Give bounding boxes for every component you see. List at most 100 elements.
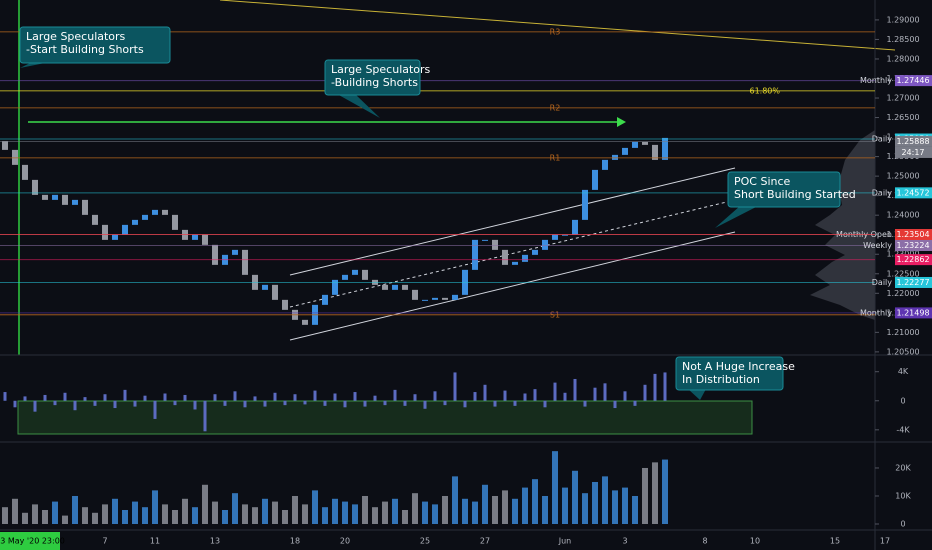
volume-bar — [132, 501, 138, 524]
y-tick-label: 1.21000 — [886, 328, 919, 337]
volume-bar — [552, 451, 558, 524]
candle-body — [302, 319, 308, 325]
candle-body — [392, 284, 398, 290]
volume-bar — [22, 512, 28, 524]
callout-pointer — [715, 206, 758, 228]
y-tick-label: 1.25000 — [886, 172, 919, 181]
indicator-bar — [413, 394, 417, 401]
date-label: 03 May '20 23:00 — [0, 537, 65, 546]
candle-body — [52, 194, 58, 200]
volume-bar — [232, 493, 238, 524]
indicator-bar — [223, 400, 227, 406]
date-box — [0, 532, 60, 550]
callout: Large Speculators-Building Shorts — [324, 59, 431, 118]
candle-body — [562, 234, 568, 236]
indicator-bar — [33, 400, 37, 412]
y-tick-label: 4K — [898, 367, 909, 376]
price-box — [895, 307, 932, 319]
volume-bar — [202, 484, 208, 524]
volume-bar — [442, 495, 448, 524]
indicator-bar — [213, 394, 217, 401]
candle-body — [12, 149, 18, 165]
volume-bar — [362, 495, 368, 524]
candle-body — [162, 209, 168, 215]
channel-line — [289, 167, 736, 276]
candle-body — [72, 199, 78, 205]
volume-bar — [412, 493, 418, 524]
candle-body — [352, 269, 358, 275]
volume-bar — [542, 495, 548, 524]
candle-body — [92, 214, 98, 225]
callout-text: POC Since — [734, 175, 791, 188]
indicator-bar — [153, 400, 157, 419]
price-box — [895, 135, 932, 147]
candle-body — [332, 279, 338, 295]
indicator-bar — [503, 390, 507, 401]
y-tick-label: 1.22000 — [886, 289, 919, 298]
candle-body — [282, 299, 288, 310]
candle-body — [452, 294, 458, 300]
indicator-bar — [423, 400, 427, 409]
candle-body — [322, 294, 328, 305]
x-tick-label: Jun — [558, 537, 572, 546]
indicator-bar — [583, 400, 587, 407]
candle-body — [212, 244, 218, 265]
indicator-bar — [243, 400, 247, 408]
volume-bar — [522, 487, 528, 524]
indicator-bar — [303, 400, 307, 405]
y-tick-label: 1.22500 — [886, 269, 919, 278]
countdown-box — [895, 146, 932, 158]
volume-bar — [532, 479, 538, 524]
candle-body — [342, 274, 348, 280]
volume-bar — [432, 504, 438, 524]
candle-body — [512, 261, 518, 265]
indicator-bar — [173, 400, 177, 406]
candle-body — [422, 299, 428, 301]
price-label: 1.22862 — [896, 255, 929, 264]
volume-bar — [612, 490, 618, 524]
volume-bar — [162, 504, 168, 524]
indicator-bar — [523, 393, 527, 401]
candle-body — [82, 199, 88, 215]
volume-bar — [582, 493, 588, 524]
callout-box — [675, 356, 784, 391]
callout-text: Short Building Started — [734, 188, 856, 201]
price-label: 1.24572 — [896, 188, 929, 197]
candle-body — [582, 189, 588, 220]
y-tick-label: 20K — [895, 463, 911, 472]
price-box — [895, 229, 932, 241]
volume-bar — [52, 501, 58, 524]
volume-bar — [42, 509, 48, 524]
indicator-bar — [543, 400, 547, 408]
volume-bar — [642, 467, 648, 524]
indicator-bar — [613, 400, 617, 409]
indicator-bar — [383, 400, 387, 406]
candle-body — [622, 147, 628, 155]
x-tick-label: 17 — [880, 537, 890, 546]
x-tick-label: 13 — [210, 537, 220, 546]
volume-bar — [252, 507, 258, 524]
indicator-bar — [533, 389, 537, 401]
callout-text: Large Speculators — [26, 30, 126, 43]
indicator-bar — [463, 400, 467, 408]
level-name: Monthly — [860, 76, 892, 85]
indicator-bar — [433, 391, 437, 401]
volume-bar — [452, 476, 458, 524]
indicator-bar — [343, 400, 347, 408]
indicator-bar — [53, 400, 57, 406]
y-tick-label: 0 — [900, 520, 905, 529]
y-tick-label: 1.24000 — [886, 211, 919, 220]
indicator-bar — [513, 400, 517, 406]
channel-mid — [289, 199, 736, 308]
volume-bar — [242, 504, 248, 524]
level-name: Monthly — [860, 308, 892, 317]
candle-body — [262, 284, 268, 290]
volume-bar — [82, 507, 88, 524]
indicator-bar — [483, 384, 487, 401]
candle-body — [382, 284, 388, 290]
volume-bar — [402, 509, 408, 524]
x-tick-label: 25 — [420, 537, 430, 546]
indicator-bar — [553, 382, 557, 401]
candle-body — [362, 269, 368, 280]
